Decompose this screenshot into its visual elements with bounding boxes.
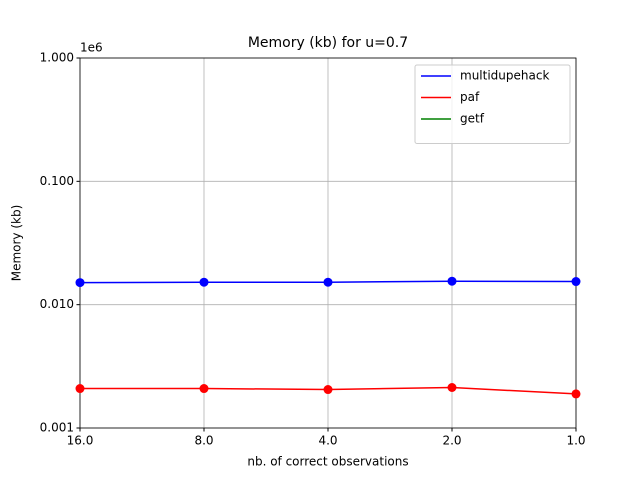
y-tick-label: 0.100 — [40, 174, 74, 188]
x-tick-label: 16.0 — [67, 434, 94, 448]
legend-label: multidupehack — [460, 69, 549, 83]
y-axis-label: Memory (kb) — [10, 205, 24, 282]
x-tick-label: 1.0 — [566, 434, 585, 448]
y-tick-label: 0.010 — [40, 297, 74, 311]
y-tick-label: 1.000 — [40, 51, 74, 65]
data-point — [199, 384, 209, 394]
x-tick-label: 2.0 — [442, 434, 461, 448]
legend-label: getf — [460, 112, 485, 126]
x-tick-label: 8.0 — [194, 434, 213, 448]
data-point — [447, 276, 457, 286]
x-tick-label: 4.0 — [318, 434, 337, 448]
legend-box — [414, 64, 571, 144]
data-point — [571, 389, 581, 399]
chart-title: Memory (kb) for u=0.7 — [248, 35, 408, 51]
y-tick-label: 0.001 — [40, 421, 74, 435]
data-point — [323, 385, 333, 395]
legend: multidupehack paf getf — [414, 64, 571, 144]
data-point — [323, 277, 333, 287]
data-point — [75, 278, 85, 288]
data-point — [199, 277, 209, 287]
data-point — [571, 277, 581, 287]
legend-label: paf — [460, 90, 480, 104]
y-offset-label: 1e6 — [80, 41, 103, 55]
data-point — [447, 382, 457, 392]
x-axis-label: nb. of correct observations — [247, 455, 408, 469]
plot-frame — [79, 57, 577, 429]
data-point — [75, 384, 85, 394]
